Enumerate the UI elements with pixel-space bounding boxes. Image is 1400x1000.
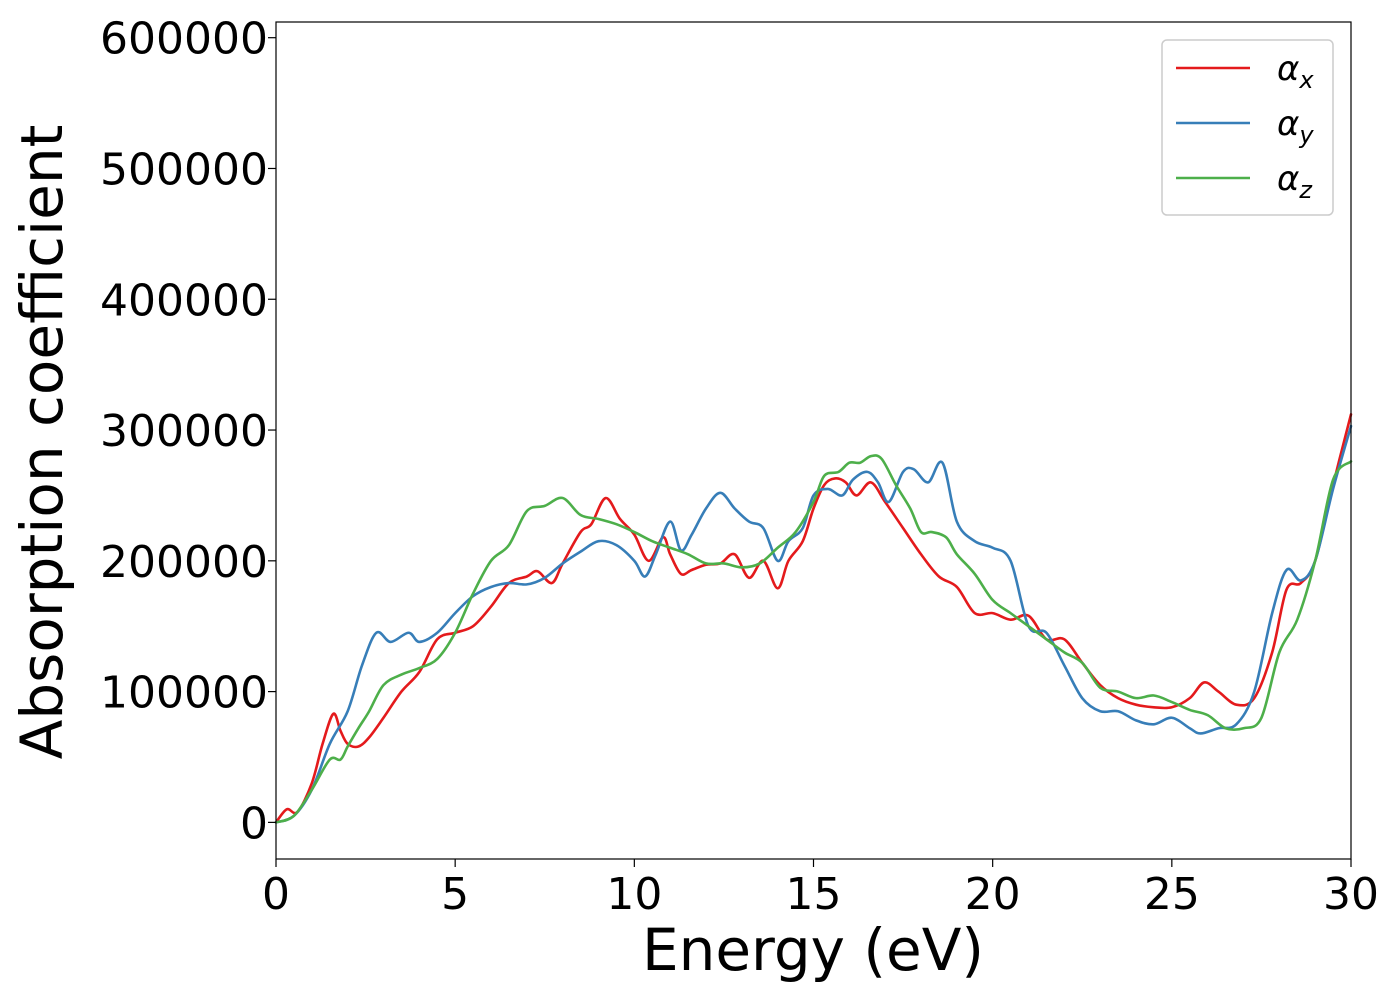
x-axis-label: Energy (eV)	[642, 916, 984, 984]
series-line-z	[274, 454, 1353, 824]
x-tick-label: 15	[786, 869, 842, 920]
y-tick-label: 100000	[100, 668, 268, 719]
x-axis: 0 5 10 15 20 25 30	[262, 859, 1379, 920]
x-tick-label: 20	[965, 869, 1021, 920]
y-axis: 0 100000 200000 300000 400000 500000 600000	[100, 14, 276, 849]
series-layer	[274, 413, 1353, 824]
x-tick-label: 10	[606, 869, 662, 920]
x-tick-label: 0	[262, 869, 290, 920]
x-tick-label: 30	[1323, 869, 1379, 920]
y-tick-label: 0	[240, 798, 268, 849]
x-tick-label: 5	[441, 869, 469, 920]
legend-box	[1161, 39, 1334, 216]
y-tick-label: 400000	[100, 275, 268, 326]
series-line-y	[274, 424, 1353, 824]
x-tick-label: 25	[1144, 869, 1200, 920]
y-tick-label: 600000	[100, 14, 268, 65]
y-tick-label: 200000	[100, 537, 268, 588]
y-tick-label: 300000	[100, 406, 268, 457]
y-tick-label: 500000	[100, 144, 268, 195]
y-axis-label: Absorption coefficient	[8, 125, 76, 760]
